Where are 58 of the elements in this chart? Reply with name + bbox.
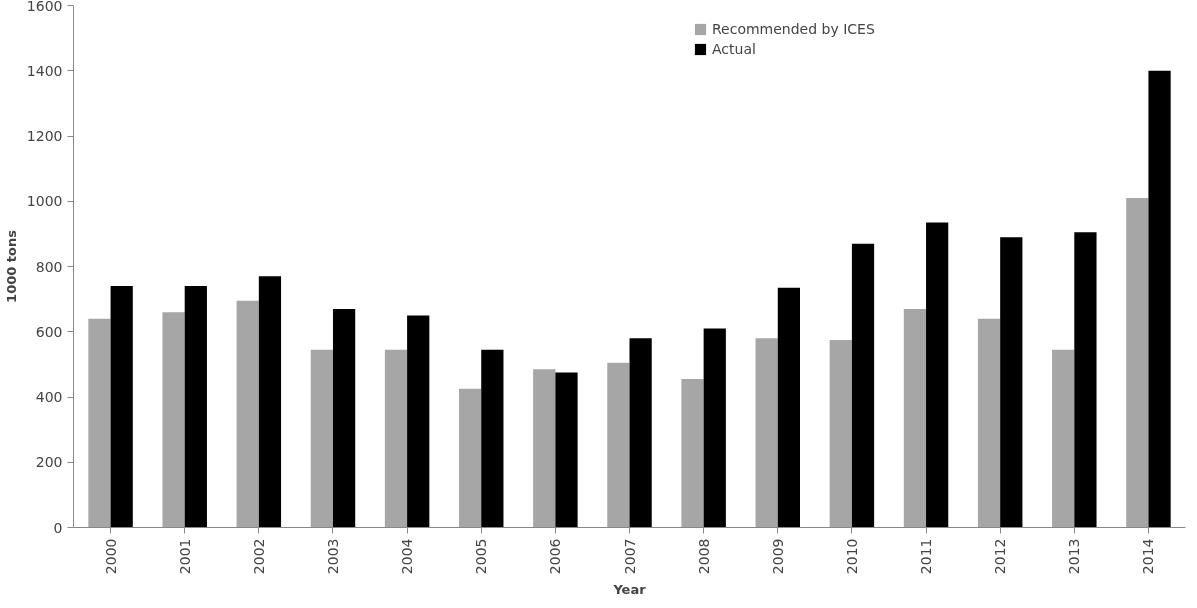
y-tick-label: 400 xyxy=(35,389,63,405)
bar xyxy=(110,286,133,528)
bar xyxy=(926,222,949,528)
x-tick-label: 2004 xyxy=(399,538,416,575)
x-tick-label: 2010 xyxy=(843,538,860,575)
y-axis-title: 1000 tons xyxy=(3,229,19,303)
bar xyxy=(88,318,111,528)
x-tick-label: 2001 xyxy=(176,538,193,575)
bar xyxy=(829,339,852,528)
bar xyxy=(703,328,726,528)
bar xyxy=(184,286,207,528)
x-tick-label: 2005 xyxy=(473,538,490,575)
x-tick-label: 2009 xyxy=(769,538,786,575)
bar xyxy=(236,300,259,528)
bar xyxy=(310,349,333,528)
y-tick-label: 0 xyxy=(53,519,63,536)
x-tick-label: 2002 xyxy=(250,538,267,575)
bar xyxy=(407,315,430,528)
x-tick-label: 2000 xyxy=(102,538,119,575)
bar xyxy=(1000,237,1023,528)
x-tick-label: 2007 xyxy=(621,538,638,575)
bar xyxy=(533,369,556,528)
bar xyxy=(851,243,875,528)
x-tick-label: 2011 xyxy=(918,538,935,575)
bar xyxy=(1126,197,1149,528)
bar xyxy=(162,312,185,528)
bar xyxy=(458,388,482,528)
x-tick-label: 2008 xyxy=(695,538,712,575)
x-tick-label: 2013 xyxy=(1066,538,1083,575)
y-tick-label: 200 xyxy=(35,454,63,471)
y-tick-label: 800 xyxy=(35,258,63,275)
bar xyxy=(1074,232,1097,528)
x-axis-title: Year xyxy=(612,582,647,598)
y-tick-label: 1400 xyxy=(26,62,63,79)
bar xyxy=(903,308,927,528)
legend-label: Actual xyxy=(712,41,756,57)
y-tick-label: 600 xyxy=(35,323,63,340)
bar xyxy=(1052,349,1075,528)
bar xyxy=(384,349,408,528)
x-tick-label: 2014 xyxy=(1140,538,1157,575)
bar xyxy=(555,372,578,528)
bar xyxy=(481,349,504,528)
bar xyxy=(607,362,630,528)
bar xyxy=(755,338,778,528)
y-tick-label: 1000 xyxy=(26,193,63,210)
bar xyxy=(332,308,356,528)
x-tick-label: 2012 xyxy=(992,538,1009,575)
bar xyxy=(777,287,801,528)
bar xyxy=(681,379,704,528)
bar xyxy=(258,276,282,528)
x-tick-label: 2006 xyxy=(547,538,564,575)
y-tick-label: 1200 xyxy=(26,128,63,144)
bar xyxy=(977,318,1001,528)
bar xyxy=(1148,70,1171,528)
legend-label: Recommended by ICES xyxy=(712,21,875,37)
y-tick-label: 1600 xyxy=(26,0,63,14)
x-tick-label: 2003 xyxy=(324,538,341,575)
bar xyxy=(629,338,652,528)
